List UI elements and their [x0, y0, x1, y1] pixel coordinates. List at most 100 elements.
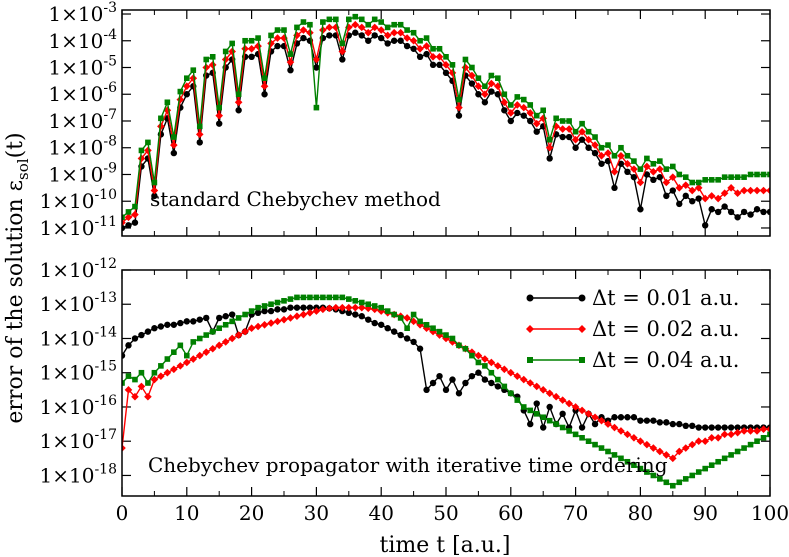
- data-point: [312, 55, 321, 64]
- data-point: [339, 40, 346, 47]
- data-point: [306, 304, 314, 311]
- data-point: [675, 447, 684, 456]
- data-point: [721, 174, 728, 180]
- data-point: [371, 319, 378, 327]
- data-point: [481, 99, 489, 106]
- data-point: [695, 195, 702, 202]
- data-point: [501, 383, 508, 390]
- data-point: [364, 28, 373, 37]
- data-point: [228, 334, 236, 343]
- data-point: [222, 313, 229, 320]
- x-tick-label: 90: [692, 501, 717, 525]
- data-point: [565, 125, 573, 133]
- data-point: [623, 159, 632, 168]
- data-point: [456, 342, 462, 349]
- data-point: [630, 433, 638, 442]
- data-point: [598, 160, 605, 167]
- data-point: [208, 344, 217, 353]
- data-point: [558, 396, 567, 404]
- data-point: [513, 101, 522, 109]
- data-point: [714, 194, 722, 203]
- data-point: [701, 437, 709, 446]
- data-point: [430, 45, 436, 52]
- data-point: [500, 98, 509, 107]
- data-point: [670, 163, 676, 170]
- data-point: [171, 134, 177, 140]
- data-point: [365, 316, 372, 323]
- data-point: [740, 186, 748, 195]
- data-point: [552, 392, 560, 401]
- y-axis-label-subscript: sol: [14, 158, 32, 180]
- data-point: [352, 311, 359, 318]
- data-point: [370, 23, 379, 32]
- y-tick-label: 1×10-11: [40, 214, 117, 240]
- data-point: [636, 437, 645, 446]
- data-point: [391, 311, 397, 318]
- data-point: [526, 379, 535, 387]
- data-point: [326, 16, 333, 23]
- data-point: [514, 397, 521, 403]
- y-tick-label: 1×10-18: [40, 461, 117, 487]
- data-point: [196, 123, 203, 130]
- data-point: [746, 427, 755, 435]
- data-point: [171, 349, 177, 355]
- data-point: [332, 303, 340, 312]
- data-point: [151, 325, 158, 332]
- data-point: [676, 420, 683, 428]
- data-point: [708, 177, 715, 183]
- data-point: [533, 400, 540, 407]
- data-point: [325, 23, 334, 32]
- data-point: [572, 431, 579, 438]
- data-point: [527, 102, 534, 108]
- data-point: [377, 26, 385, 34]
- series-group: [122, 294, 770, 489]
- data-point: [158, 115, 164, 122]
- data-point: [714, 424, 722, 431]
- data-point: [384, 325, 391, 332]
- data-point: [578, 136, 586, 143]
- data-point: [378, 321, 385, 328]
- data-point: [365, 21, 372, 28]
- legend-marker: [526, 325, 534, 333]
- data-point: [462, 379, 469, 387]
- data-point: [546, 136, 553, 143]
- data-point: [216, 314, 223, 322]
- data-point: [617, 160, 625, 167]
- data-point: [728, 174, 734, 180]
- data-point: [378, 304, 384, 311]
- y-tick-label: 1×10-14: [40, 324, 118, 350]
- data-point: [248, 37, 255, 44]
- y-tick-label: 1×10-4: [48, 27, 117, 53]
- data-point: [617, 151, 625, 160]
- data-point: [151, 192, 158, 200]
- data-point: [474, 351, 483, 360]
- data-point: [663, 192, 670, 200]
- data-point: [533, 128, 540, 135]
- data-point: [688, 186, 697, 195]
- data-point: [455, 390, 463, 397]
- data-point: [132, 376, 138, 383]
- data-point: [488, 72, 495, 79]
- data-point: [268, 301, 274, 308]
- data-point: [707, 192, 716, 200]
- data-point: [585, 144, 592, 151]
- data-point: [365, 37, 372, 44]
- data-point: [650, 417, 657, 424]
- data-point: [122, 444, 126, 452]
- bottom-panel: 0 10 20 30 40 50 60 70 80 90 100 1×10-18 1×10-17 1×10…: [40, 256, 789, 525]
- plot-frame: [121, 9, 771, 237]
- data-point: [571, 403, 580, 411]
- data-point: [345, 303, 353, 312]
- data-point: [176, 95, 185, 104]
- legend-marker: [527, 357, 533, 363]
- data-point: [435, 53, 444, 61]
- data-point: [184, 352, 190, 359]
- x-tick-label: 40: [368, 501, 393, 525]
- data-point: [508, 390, 514, 397]
- data-point: [390, 37, 398, 44]
- data-point: [663, 479, 670, 486]
- data-point: [532, 382, 541, 391]
- y-tick-label: 1×10-16: [40, 393, 118, 419]
- data-point: [410, 45, 417, 52]
- data-point: [681, 444, 690, 452]
